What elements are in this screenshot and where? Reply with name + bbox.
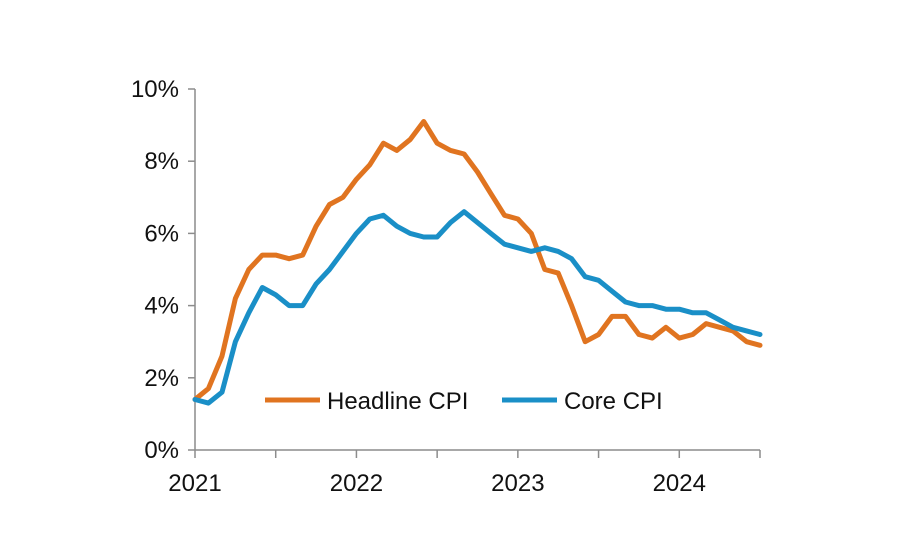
series-group	[192, 119, 763, 406]
y-tick-label: 8%	[144, 148, 179, 175]
legend-label-headline-cpi: Headline CPI	[327, 388, 468, 415]
x-tick-label: 2021	[168, 470, 221, 497]
x-tick-label: 2023	[491, 470, 544, 497]
y-tick-group: 0% 2% 4% 6% 8% 10%	[131, 76, 195, 464]
y-tick-label: 2%	[144, 365, 179, 392]
x-tick-label: 2022	[330, 470, 383, 497]
series-line-core-cpi	[192, 209, 763, 406]
x-tick-group: 2021 2022 2023 2024	[168, 450, 761, 497]
axes	[194, 89, 760, 451]
legend: Headline CPI Core CPI	[265, 388, 663, 415]
legend-label-core-cpi: Core CPI	[564, 388, 663, 415]
x-tick-label: 2024	[653, 470, 706, 497]
y-tick-label: 0%	[144, 437, 179, 464]
y-tick-label: 10%	[131, 76, 179, 103]
y-tick-label: 6%	[144, 220, 179, 247]
y-tick-label: 4%	[144, 293, 179, 320]
series-line-headline-cpi	[192, 119, 763, 402]
